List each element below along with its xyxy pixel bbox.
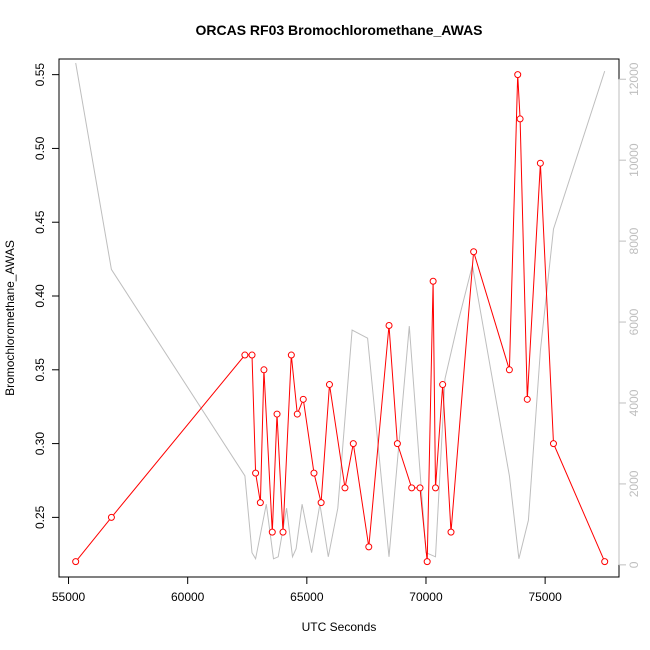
data-point [385,322,393,330]
data-point [287,351,295,359]
data-point [439,381,447,389]
y2-tick-label: 10000 [627,143,641,177]
data-point [268,528,276,536]
chart-title: ORCAS RF03 Bromochloromethane_AWAS [195,22,482,38]
data-point [601,558,609,566]
y-axis: 0.25 0.30 0.35 0.40 0.45 0.50 0.55 [33,63,60,529]
data-point [256,499,264,507]
y-tick-label: 0.50 [33,136,47,160]
y2-tick-label: 12000 [627,62,641,96]
data-point [299,395,307,403]
x-tick-label: 75000 [528,590,562,604]
secondary-series-line [75,62,606,561]
data-point [317,499,325,507]
y2-tick-label: 6000 [627,308,641,335]
data-point [252,469,260,477]
y-axis-label: Bromochloromethane_AWAS [3,240,17,396]
data-point [293,410,301,418]
data-point [429,277,437,285]
data-point [536,159,544,167]
y-tick-label: 0.55 [33,63,47,87]
data-point [325,381,333,389]
data-point [523,395,531,403]
y2-tick-label: 4000 [627,389,641,416]
data-point [310,469,318,477]
y2-tick-label: 8000 [627,227,641,254]
x-tick-label: 60000 [171,590,205,604]
data-point [416,484,424,492]
data-point [505,366,513,374]
data-point [248,351,256,359]
y-tick-label: 0.40 [33,284,47,308]
y2-tick-label: 2000 [627,470,641,497]
y-tick-label: 0.45 [33,210,47,234]
series-layer [72,62,609,566]
data-point [260,366,268,374]
y-tick-label: 0.35 [33,358,47,382]
x-axis: 55000 60000 65000 70000 75000 [52,576,562,604]
data-point [279,528,287,536]
y2-tick-label: 0 [627,561,641,568]
data-point [273,410,281,418]
data-point [72,558,80,566]
data-point [470,248,478,256]
data-point [432,484,440,492]
data-point [408,484,416,492]
primary-series-line [75,74,606,563]
x-tick-label: 55000 [52,590,86,604]
data-point [107,513,115,521]
y-tick-label: 0.25 [33,505,47,529]
data-point [516,115,524,123]
data-point [514,71,522,79]
x-tick-label: 65000 [290,590,324,604]
data-point [349,440,357,448]
data-point [549,440,557,448]
data-point [341,484,349,492]
secondary-y-axis: 0 2000 4000 6000 8000 10000 12000 [618,62,641,568]
x-tick-label: 70000 [409,590,443,604]
data-point [447,528,455,536]
data-point [365,543,373,551]
x-axis-label: UTC Seconds [302,620,377,634]
data-point [423,558,431,566]
data-point [241,351,249,359]
y-tick-label: 0.30 [33,432,47,456]
data-point [393,440,401,448]
